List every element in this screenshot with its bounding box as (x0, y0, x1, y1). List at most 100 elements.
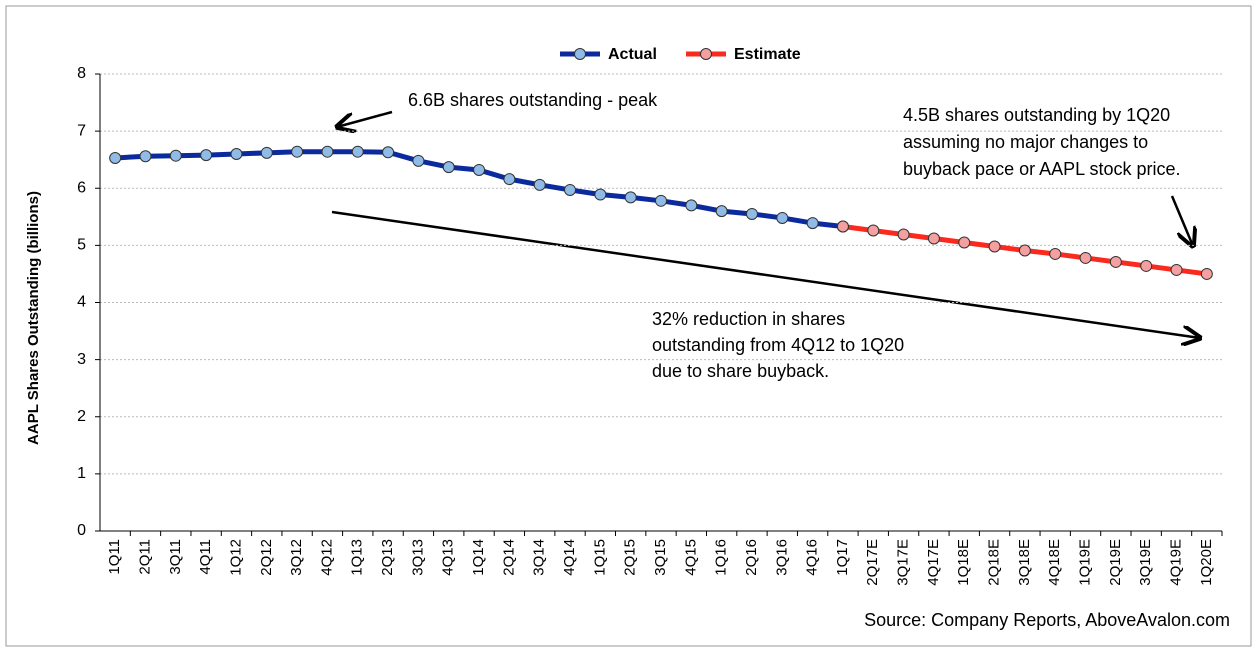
marker (624, 191, 637, 204)
x-tick-label: 2Q17E (864, 539, 881, 586)
arrow (331, 210, 1200, 338)
arrow (337, 110, 393, 127)
annotation: 32% reduction in shares (652, 309, 845, 329)
x-tick-label: 1Q19E (1077, 539, 1094, 586)
marker (685, 199, 698, 212)
x-tick-label: 1Q14 (470, 539, 487, 576)
y-tick-label: 7 (77, 122, 86, 139)
legend-marker (574, 48, 586, 60)
marker (1170, 263, 1183, 276)
marker (1200, 267, 1213, 280)
y-tick-label: 3 (77, 351, 86, 368)
x-tick-label: 3Q16 (773, 539, 790, 576)
marker (473, 163, 486, 176)
x-tick-label: 2Q12 (258, 539, 275, 576)
legend-label: Estimate (734, 46, 801, 63)
y-tick-label: 1 (77, 465, 86, 482)
marker (806, 217, 819, 230)
annotation: due to share buyback. (652, 361, 829, 381)
marker (745, 207, 758, 220)
x-tick-label: 4Q18E (1046, 539, 1063, 586)
marker (594, 188, 607, 201)
x-tick-label: 1Q11 (106, 539, 123, 575)
x-tick-label: 1Q20E (1198, 539, 1215, 586)
marker (897, 228, 910, 241)
marker (988, 240, 1001, 253)
x-tick-label: 3Q13 (409, 539, 426, 576)
x-tick-label: 4Q15 (682, 539, 699, 576)
marker (260, 146, 273, 159)
marker (1049, 247, 1062, 260)
marker (291, 145, 304, 158)
marker (442, 161, 455, 174)
marker (867, 224, 880, 237)
x-tick-label: 1Q16 (713, 539, 730, 576)
x-tick-label: 3Q14 (531, 539, 548, 576)
x-tick-label: 4Q12 (318, 539, 335, 576)
marker (200, 149, 213, 162)
y-tick-label: 4 (77, 294, 86, 311)
annotation: assuming no major changes to (903, 132, 1148, 152)
annotation: buyback pace or AAPL stock price. (903, 159, 1180, 179)
legend-marker (700, 48, 712, 60)
x-tick-label: 2Q14 (500, 539, 517, 576)
x-tick-label: 3Q18E (1016, 539, 1033, 586)
marker (1140, 259, 1153, 272)
marker (655, 194, 667, 207)
x-tick-label: 1Q13 (349, 539, 366, 576)
marker (139, 150, 152, 163)
marker (564, 183, 577, 196)
x-tick-label: 4Q19E (1167, 539, 1184, 586)
marker (412, 154, 425, 167)
marker (533, 178, 546, 191)
marker (715, 205, 728, 218)
x-tick-label: 1Q18E (955, 539, 972, 586)
marker (382, 146, 395, 159)
x-tick-label: 3Q19E (1137, 539, 1154, 586)
marker (230, 147, 243, 160)
marker (1079, 251, 1092, 264)
x-tick-label: 2Q15 (622, 539, 639, 576)
marker (351, 145, 364, 158)
marker (321, 145, 334, 158)
x-tick-label: 4Q13 (440, 539, 457, 576)
y-tick-label: 0 (77, 522, 86, 539)
marker (109, 151, 122, 164)
y-axis-label: AAPL Shares Outstanding (billions) (25, 191, 42, 445)
legend-label: Actual (608, 46, 657, 63)
x-tick-label: 3Q12 (288, 539, 305, 576)
marker (776, 211, 789, 224)
x-tick-label: 2Q11 (136, 539, 153, 575)
x-tick-label: 1Q15 (591, 539, 608, 576)
annotation: outstanding from 4Q12 to 1Q20 (652, 335, 904, 355)
annotation: 6.6B shares outstanding - peak (408, 90, 658, 110)
arrow (1170, 195, 1193, 246)
x-tick-label: 3Q11 (167, 539, 184, 575)
x-tick-label: 1Q17 (834, 539, 851, 576)
x-tick-label: 4Q17E (925, 539, 942, 586)
x-tick-label: 2Q18E (986, 539, 1003, 586)
marker (958, 236, 971, 249)
marker (927, 232, 940, 245)
y-tick-label: 8 (77, 65, 86, 82)
series-line (115, 149, 844, 230)
x-tick-label: 2Q16 (743, 539, 760, 576)
y-tick-label: 5 (77, 237, 86, 254)
annotation: 4.5B shares outstanding by 1Q20 (903, 105, 1170, 125)
marker (169, 149, 182, 162)
y-tick-label: 2 (77, 408, 86, 425)
x-tick-label: 3Q15 (652, 539, 669, 576)
marker (503, 173, 516, 186)
x-tick-label: 3Q17E (895, 539, 912, 586)
x-tick-label: 2Q13 (379, 539, 396, 576)
y-tick-label: 6 (77, 179, 86, 196)
marker (1109, 255, 1122, 268)
x-tick-label: 4Q14 (561, 539, 578, 576)
x-tick-label: 1Q12 (227, 539, 244, 576)
marker (1018, 244, 1031, 257)
marker (836, 220, 849, 233)
x-tick-label: 4Q11 (197, 539, 214, 575)
x-tick-label: 4Q16 (804, 539, 821, 576)
x-tick-label: 2Q19E (1107, 539, 1124, 586)
